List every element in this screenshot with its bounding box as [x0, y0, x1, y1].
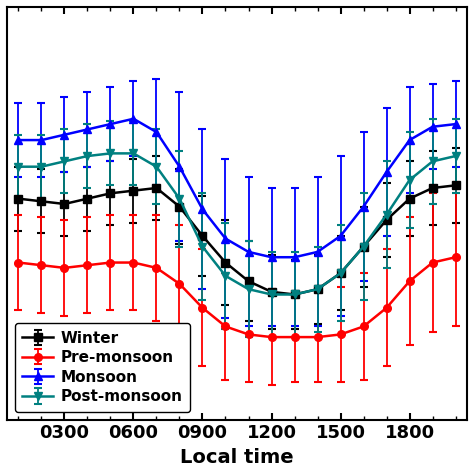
- Legend: Winter, Pre-monsoon, Monsoon, Post-monsoon: Winter, Pre-monsoon, Monsoon, Post-monso…: [15, 323, 190, 412]
- X-axis label: Local time: Local time: [180, 448, 294, 467]
